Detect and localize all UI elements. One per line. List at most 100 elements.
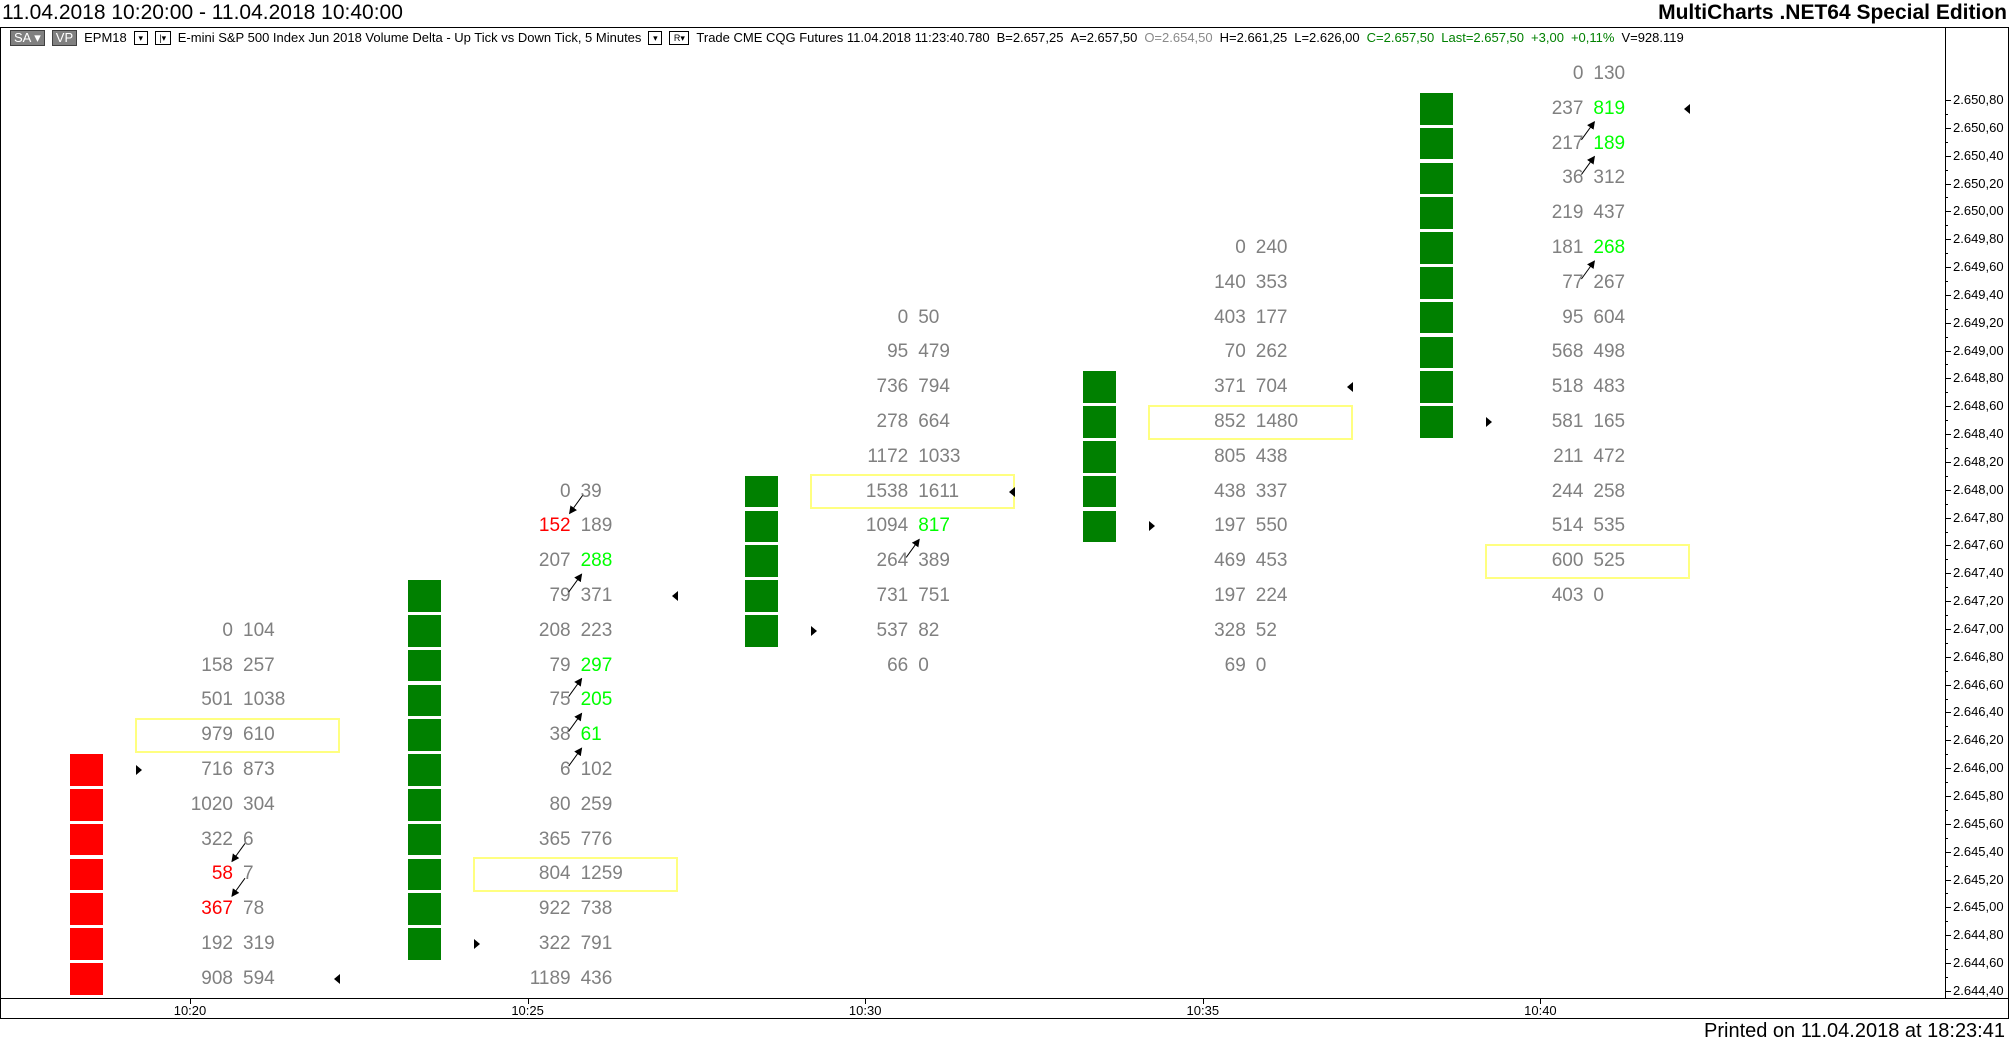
price-box[interactable] <box>1420 232 1454 264</box>
price-tick <box>1945 100 1951 101</box>
price-box[interactable] <box>407 580 441 612</box>
price-label: 2.645,20 <box>1953 871 2004 887</box>
time-tick <box>190 998 191 1004</box>
bid-volume: 322 <box>538 933 571 954</box>
price-box[interactable] <box>1420 92 1454 125</box>
ask-volume: 104 <box>243 619 275 641</box>
bar-type-dropdown[interactable]: |▾ <box>154 31 171 45</box>
price-box[interactable] <box>1082 406 1116 438</box>
bid-volume: 211 <box>1553 445 1584 467</box>
ask-volume: 288 <box>580 550 613 572</box>
sa-button[interactable]: SA ▾ <box>10 30 45 46</box>
price-box[interactable] <box>407 684 441 717</box>
price-box[interactable] <box>1420 197 1454 230</box>
price-box[interactable] <box>1420 301 1454 334</box>
bid-volume: 152 <box>538 515 571 537</box>
price-box[interactable] <box>407 649 441 682</box>
ask-volume: 1480 <box>1255 411 1299 432</box>
price-label: 2.647,80 <box>1953 509 2004 525</box>
price-tick <box>1945 851 1951 853</box>
ask-volume: 353 <box>1255 271 1288 293</box>
bid-volume: 367 <box>201 898 233 920</box>
price-tick <box>1945 628 1951 630</box>
price-box[interactable] <box>70 754 103 786</box>
bid-volume: 208 <box>538 619 571 641</box>
bid-volume: 403 <box>1551 585 1584 606</box>
symbol-dropdown[interactable]: ▾ <box>133 31 148 45</box>
price-box[interactable] <box>1420 127 1454 160</box>
poc-highlight <box>1147 404 1353 440</box>
ask-volume: 550 <box>1255 515 1288 537</box>
bid-volume: 70 <box>1224 341 1246 363</box>
ask-volume: 535 <box>1593 515 1626 537</box>
bid-volume: 6 <box>560 759 571 780</box>
price-box[interactable] <box>745 475 779 508</box>
price-minor-tick <box>1945 253 1948 255</box>
price-label: 2.648,80 <box>1953 370 2004 386</box>
price-box[interactable] <box>70 928 103 960</box>
poc-highlight <box>1485 543 1691 579</box>
poc-highlight <box>472 856 678 892</box>
price-tick <box>1945 461 1951 463</box>
price-box[interactable] <box>1082 440 1116 473</box>
price-box[interactable] <box>1082 371 1116 404</box>
price-box[interactable] <box>745 510 779 543</box>
ask-volume: 319 <box>243 933 275 954</box>
price-minor-tick <box>1945 336 1948 338</box>
price-minor-tick <box>1945 782 1948 784</box>
price-box[interactable] <box>1420 336 1454 369</box>
price-box[interactable] <box>1082 510 1116 543</box>
price-box[interactable] <box>1420 266 1454 299</box>
price-box[interactable] <box>1420 406 1454 438</box>
price-box[interactable] <box>1420 371 1454 404</box>
bid-volume: 716 <box>201 759 233 780</box>
price-box[interactable] <box>70 823 103 856</box>
price-box[interactable] <box>70 858 103 891</box>
price-box[interactable] <box>407 823 441 856</box>
bid-volume: 219 <box>1551 202 1584 224</box>
bid-volume: 1020 <box>190 793 233 815</box>
price-tick <box>1945 183 1951 185</box>
bid-volume: 365 <box>538 828 571 850</box>
price-box[interactable] <box>70 788 103 821</box>
ask-volume: 205 <box>580 689 613 711</box>
price-box[interactable] <box>70 962 103 995</box>
time-label: 10:35 <box>1186 1003 1220 1018</box>
price-tick <box>1945 712 1951 714</box>
price-box[interactable] <box>1082 475 1116 508</box>
price-label: 2.650,00 <box>1953 203 2004 219</box>
time-axis-line[interactable] <box>0 998 2009 999</box>
bid-volume: 518 <box>1551 376 1584 398</box>
price-box[interactable] <box>407 788 441 821</box>
close-value: C=2.657,50 <box>1366 30 1435 45</box>
price-box[interactable] <box>407 928 441 960</box>
price-box[interactable] <box>745 614 779 647</box>
ask-volume: 257 <box>243 654 275 676</box>
open-marker-icon <box>1148 521 1155 532</box>
price-minor-tick <box>1945 587 1948 589</box>
chart-area[interactable] <box>0 27 2009 1019</box>
price-box[interactable] <box>407 893 441 926</box>
ask-volume: 189 <box>580 515 613 537</box>
ask-volume: 262 <box>1255 341 1288 363</box>
price-box[interactable] <box>407 754 441 786</box>
bid-volume: 36 <box>1562 167 1584 189</box>
price-box[interactable] <box>1420 162 1454 195</box>
price-box[interactable] <box>407 719 441 752</box>
vp-button[interactable]: VP <box>51 30 78 46</box>
r-dropdown[interactable]: R▾ <box>669 31 690 45</box>
price-minor-tick <box>1945 976 1948 978</box>
price-box[interactable] <box>70 893 103 926</box>
ask-volume: 52 <box>1255 619 1277 641</box>
time-tick <box>1202 998 1204 1004</box>
ask-volume: 483 <box>1593 376 1626 398</box>
price-box[interactable] <box>407 858 441 891</box>
price-box[interactable] <box>407 614 441 647</box>
price-box[interactable] <box>745 580 779 612</box>
description-dropdown[interactable]: ▾ <box>648 31 663 45</box>
bid-volume: 264 <box>876 550 909 572</box>
price-label: 2.648,20 <box>1953 453 2004 469</box>
change-value: +3,00 <box>1531 30 1564 45</box>
price-box[interactable] <box>745 545 779 578</box>
price-axis-line[interactable] <box>1945 27 1946 998</box>
